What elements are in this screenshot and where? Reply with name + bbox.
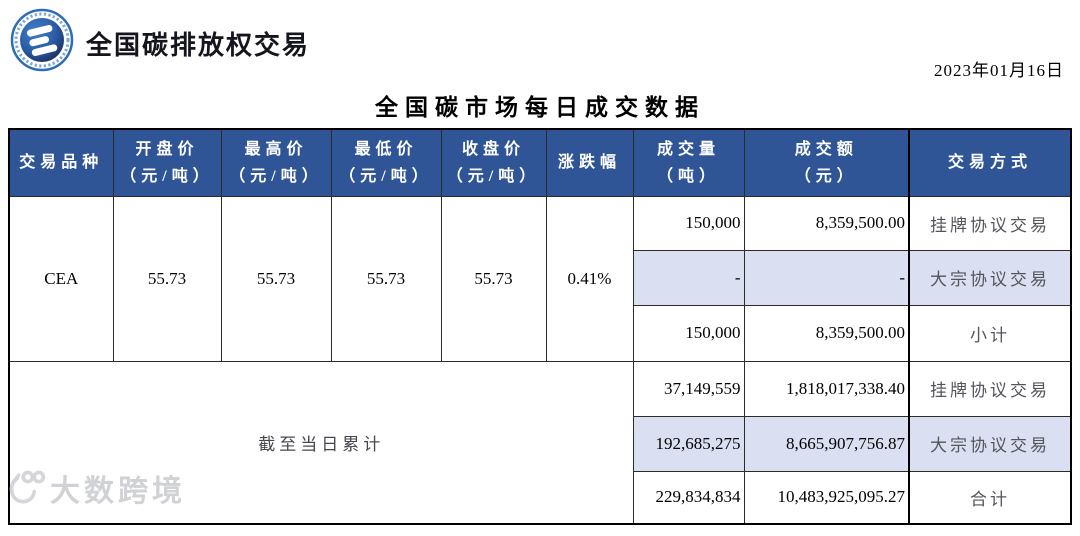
col-header-amount: 成交额 （元） (743, 128, 910, 197)
cell-change: 0.41% (545, 195, 634, 362)
cumulative-row-total: 229,834,834 10,483,925,095.27 合计 (9, 470, 1072, 525)
cell-amount: 8,665,907,756.87 (743, 415, 910, 472)
cell-variety: CEA (8, 195, 114, 362)
trading-data-table: 交易品种 开盘价 （元/吨） 最高价 （元/吨） 最低价 （元/吨） 收盘价 （… (8, 128, 1072, 525)
cell-amount: 8,359,500.00 (743, 195, 910, 251)
cumulative-row-listed: 截至当日累计 37,149,559 1,818,017,338.40 挂牌协议交… (8, 360, 1072, 525)
cell-volume: 150,000 (632, 195, 745, 251)
cell-volume: 150,000 (632, 304, 745, 362)
cell-method: 挂牌协议交易 (908, 195, 1072, 251)
cell-volume: 37,149,559 (632, 360, 745, 417)
cell-open: 55.73 (112, 195, 222, 362)
cell-amount: 10,483,925,095.27 (743, 470, 910, 525)
col-header-volume: 成交量 （吨） (632, 128, 745, 197)
cell-method: 挂牌协议交易 (908, 360, 1072, 417)
cell-volume: 229,834,834 (632, 470, 745, 525)
daily-row-block: - - 大宗协议交易 (9, 249, 1072, 306)
col-header-open: 开盘价 （元/吨） (112, 128, 222, 197)
cell-method: 合计 (908, 470, 1072, 525)
cell-amount: 8,359,500.00 (743, 304, 910, 362)
exchange-logo-icon (10, 8, 74, 72)
daily-row-listed: CEA 55.73 55.73 55.73 55.73 0.41% 150,00… (8, 195, 1072, 362)
cell-volume: - (632, 249, 745, 306)
col-header-method: 交易方式 (908, 128, 1072, 197)
cumulative-label: 截至当日累计 (8, 360, 634, 525)
cell-low: 55.73 (330, 195, 442, 362)
cell-close: 55.73 (440, 195, 547, 362)
table-container: 交易品种 开盘价 （元/吨） 最高价 （元/吨） 最低价 （元/吨） 收盘价 （… (8, 128, 1072, 525)
col-header-low: 最低价 （元/吨） (330, 128, 442, 197)
cell-high: 55.73 (220, 195, 332, 362)
brand-title: 全国碳排放权交易 (86, 29, 311, 60)
cumulative-row-block: 192,685,275 8,665,907,756.87 大宗协议交易 (9, 415, 1072, 472)
brand-header: 全国碳排放权交易 (10, 8, 310, 72)
col-header-variety: 交易品种 (8, 128, 114, 197)
col-header-change: 涨跌幅 (545, 128, 634, 197)
page-title: 全国碳市场每日成交数据 (375, 95, 705, 120)
cell-method: 大宗协议交易 (908, 249, 1072, 306)
cell-amount: 1,818,017,338.40 (743, 360, 910, 417)
col-header-close: 收盘价 （元/吨） (440, 128, 547, 197)
cell-amount: - (743, 249, 910, 306)
report-date: 2023年01月16日 (934, 61, 1064, 80)
cell-method: 小计 (908, 304, 1072, 362)
col-header-high: 最高价 （元/吨） (220, 128, 332, 197)
daily-row-subtotal: 150,000 8,359,500.00 小计 (9, 304, 1072, 362)
cell-volume: 192,685,275 (632, 415, 745, 472)
table-header-row: 交易品种 开盘价 （元/吨） 最高价 （元/吨） 最低价 （元/吨） 收盘价 （… (8, 128, 1072, 197)
cell-method: 大宗协议交易 (908, 415, 1072, 472)
